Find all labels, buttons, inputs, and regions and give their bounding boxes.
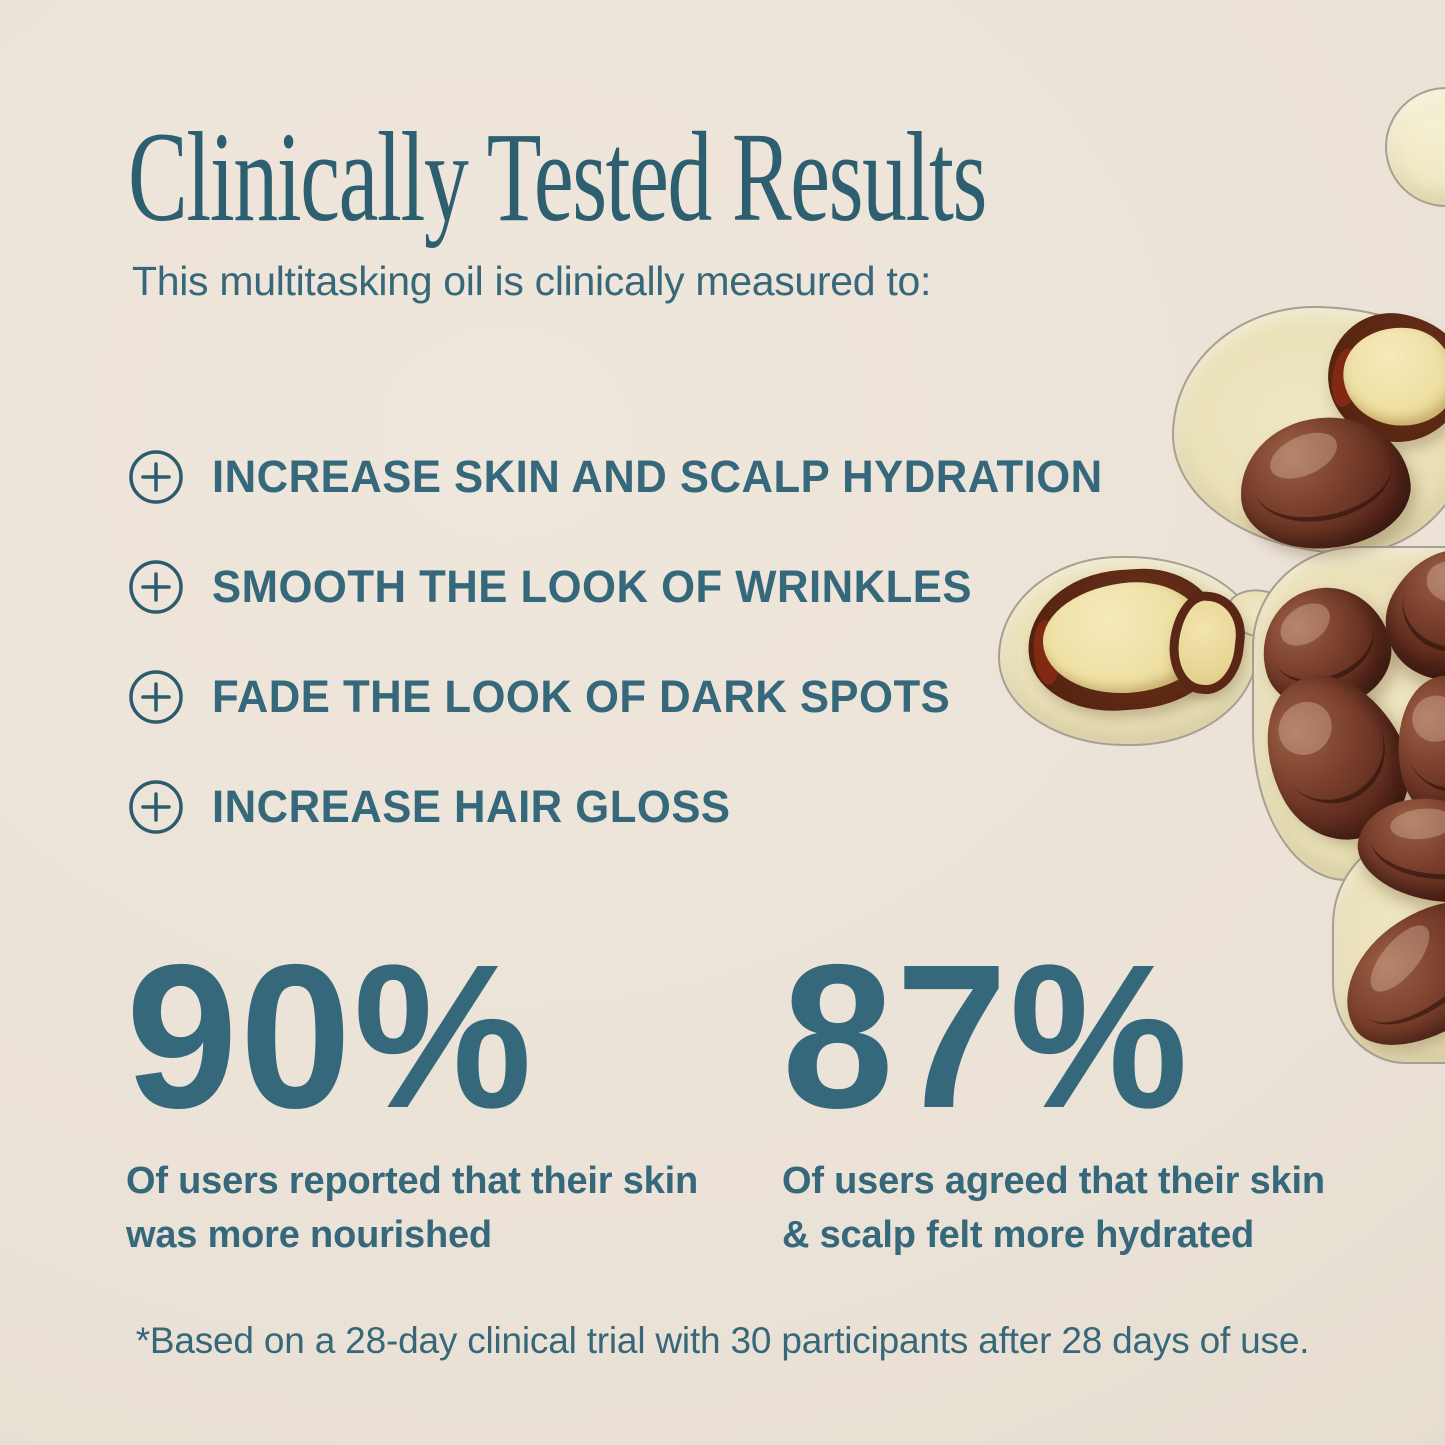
subtitle: This multitasking oil is clinically meas… — [132, 258, 932, 304]
stat-hydrated: 87% Of users agreed that their skin & sc… — [782, 922, 1367, 1263]
jojoba-seed — [1233, 409, 1417, 557]
oil-droplet-small — [1385, 87, 1445, 207]
benefit-item-wrinkles: SMOOTH THE LOOK OF WRINKLES — [128, 558, 1130, 616]
jojoba-seed — [1365, 528, 1445, 700]
benefit-item-hair-gloss: INCREASE HAIR GLOSS — [128, 778, 1130, 836]
plus-circle-icon — [128, 779, 184, 835]
oil-pool-neck — [1221, 583, 1301, 645]
benefit-label: SMOOTH THE LOOK OF WRINKLES — [212, 561, 972, 612]
stat-nourished: 90% Of users reported that their skin wa… — [126, 922, 711, 1263]
benefit-list: INCREASE SKIN AND SCALP HYDRATION SMOOTH… — [128, 448, 1130, 888]
jojoba-seed — [1349, 785, 1445, 915]
benefit-label: INCREASE HAIR GLOSS — [212, 781, 731, 832]
stat-description: Of users agreed that their skin & scalp … — [782, 1159, 1325, 1256]
oil-pool-right-upper — [1252, 546, 1445, 881]
stat-value: 87% — [782, 922, 1190, 1151]
benefit-label: FADE THE LOOK OF DARK SPOTS — [212, 671, 951, 722]
jojoba-seed — [1385, 666, 1445, 836]
plus-circle-icon — [128, 449, 184, 505]
cracked-jojoba-kernel — [1164, 588, 1250, 698]
jojoba-seed — [1248, 573, 1404, 723]
benefit-item-dark-spots: FADE THE LOOK OF DARK SPOTS — [128, 668, 1130, 726]
footnote: *Based on a 28-day clinical trial with 3… — [135, 1320, 1310, 1361]
benefit-label: INCREASE SKIN AND SCALP HYDRATION — [212, 451, 1103, 502]
plus-circle-icon — [128, 669, 184, 725]
oil-pool-top — [1172, 306, 1445, 554]
plus-circle-icon — [128, 559, 184, 615]
stat-value: 90% — [126, 922, 534, 1151]
page-title: Clinically Tested Results — [128, 106, 987, 248]
benefit-item-hydration: INCREASE SKIN AND SCALP HYDRATION — [128, 448, 1130, 506]
jojoba-seed — [1238, 651, 1434, 863]
cracked-jojoba-seed — [1319, 305, 1445, 451]
stat-description: Of users reported that their skin was mo… — [126, 1159, 698, 1256]
